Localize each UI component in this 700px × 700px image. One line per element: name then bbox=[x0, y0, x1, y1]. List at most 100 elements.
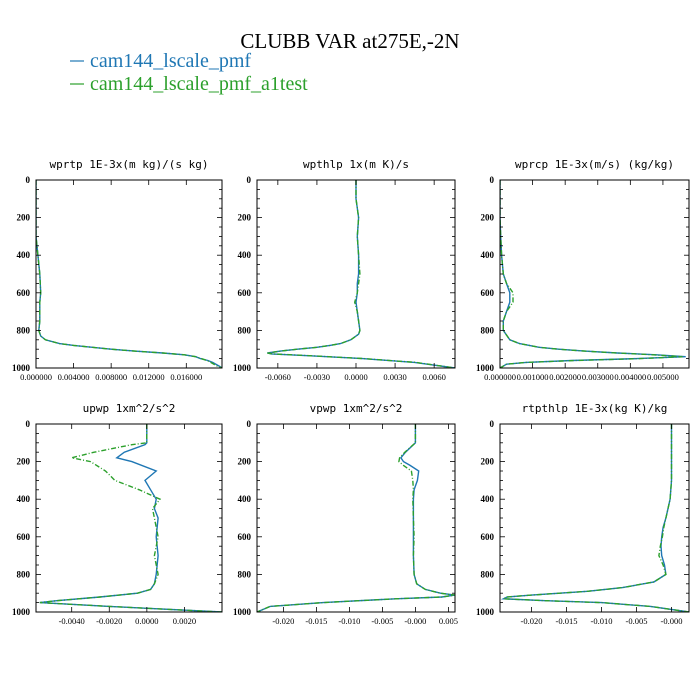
legend-label-series-1: cam144_lscale_pmf bbox=[90, 50, 251, 72]
x-tick-label: -0.000 bbox=[404, 616, 426, 626]
series-line-2 bbox=[500, 424, 689, 612]
x-tick-label: 0.016000 bbox=[170, 372, 202, 382]
plot-frame bbox=[35, 423, 223, 613]
panels: wprtp 1E-3x(m kg)/(s kg) 0 200 400 600 800 100… bbox=[12, 158, 690, 626]
y-tick-label: 800 bbox=[481, 325, 495, 335]
y-tick-label: 200 bbox=[238, 213, 252, 223]
panel-title: vpwp 1xm^2/s^2 bbox=[310, 402, 403, 415]
y-tick-label: 0 bbox=[247, 419, 252, 429]
y-tick-label: 1000 bbox=[12, 607, 31, 617]
y-tick-label: 1000 bbox=[12, 363, 31, 373]
series-line-1 bbox=[500, 180, 686, 368]
y-tick-label: 800 bbox=[238, 569, 252, 579]
y-tick-label: 600 bbox=[238, 288, 252, 298]
y-tick-label: 800 bbox=[17, 569, 31, 579]
y-tick-label: 1000 bbox=[233, 363, 252, 373]
panel-title: wpthlp 1x(m K)/s bbox=[303, 158, 409, 171]
x-tick-label: 0.003000 bbox=[582, 372, 614, 382]
x-tick-label: 0.0000 bbox=[135, 616, 158, 626]
x-tick-label: 0.004000 bbox=[614, 372, 646, 382]
x-tick-label: -0.005 bbox=[371, 616, 393, 626]
panel-1: wprtp 1E-3x(m kg)/(s kg) 0 200 400 600 800 100… bbox=[12, 158, 223, 382]
panel-5: vpwp 1xm^2/s^2 0 200 400 600 800 1000 -0.020 -0.… bbox=[233, 402, 458, 626]
plot-frame bbox=[256, 179, 456, 369]
x-tick-label: -0.0040 bbox=[59, 616, 85, 626]
panel-title: wprtp 1E-3x(m kg)/(s kg) bbox=[50, 158, 209, 171]
x-tick-label: -0.0060 bbox=[265, 372, 291, 382]
y-tick-label: 1000 bbox=[476, 363, 495, 373]
y-tick-label: 200 bbox=[238, 457, 252, 467]
x-tick-label: -0.020 bbox=[272, 616, 294, 626]
series-line-1 bbox=[36, 180, 222, 368]
series-line-2 bbox=[257, 424, 455, 612]
plot-frame bbox=[499, 179, 690, 369]
x-tick-label: -0.005 bbox=[626, 616, 648, 626]
y-tick-label: 200 bbox=[481, 457, 495, 467]
y-tick-label: 1000 bbox=[476, 607, 495, 617]
x-tick-label: 0.0000 bbox=[344, 372, 367, 382]
y-tick-label: 400 bbox=[17, 494, 31, 504]
x-tick-label: 0.001000 bbox=[517, 372, 549, 382]
y-tick-label: 400 bbox=[238, 250, 252, 260]
x-tick-label: -0.015 bbox=[305, 616, 327, 626]
plot-frame bbox=[499, 423, 690, 613]
x-tick-label: 0.012000 bbox=[133, 372, 165, 382]
x-tick-label: 0.0020 bbox=[173, 616, 196, 626]
y-tick-label: 0 bbox=[490, 175, 495, 185]
x-tick-label: 0.004000 bbox=[58, 372, 90, 382]
plot-frame bbox=[256, 423, 456, 613]
series-line-2 bbox=[36, 180, 222, 368]
panel-6: rtpthlp 1E-3x(kg K)/kg 0 200 400 600 800 1000 -… bbox=[476, 402, 690, 626]
x-tick-label: 0.0030 bbox=[383, 372, 406, 382]
series-line-1 bbox=[267, 180, 455, 368]
y-tick-label: 400 bbox=[238, 494, 252, 504]
x-tick-label: 0.000000 bbox=[484, 372, 516, 382]
y-tick-label: 600 bbox=[17, 532, 31, 542]
panel-2: wpthlp 1x(m K)/s 0 200 400 600 800 1000 -0.0060… bbox=[233, 158, 456, 382]
x-tick-label: 0.005000 bbox=[647, 372, 679, 382]
plot-frame bbox=[35, 179, 223, 369]
y-tick-label: 600 bbox=[17, 288, 31, 298]
x-tick-label: -0.015 bbox=[556, 616, 578, 626]
series-line-1 bbox=[257, 424, 455, 612]
x-tick-label: -0.0030 bbox=[304, 372, 330, 382]
x-tick-label: 0.000000 bbox=[20, 372, 52, 382]
figure-title: CLUBB VAR at275E,-2N bbox=[240, 29, 459, 53]
y-tick-label: 600 bbox=[481, 288, 495, 298]
series-line-1 bbox=[39, 424, 222, 612]
panel-title: wprcp 1E-3x(m/s) (kg/kg) bbox=[515, 158, 674, 171]
y-tick-label: 800 bbox=[238, 325, 252, 335]
x-tick-label: -0.0020 bbox=[96, 616, 122, 626]
x-tick-label: 0.008000 bbox=[95, 372, 127, 382]
y-tick-label: 400 bbox=[481, 250, 495, 260]
panel-4: upwp 1xm^2/s^2 0 200 400 600 800 1000 -0.0040 -0… bbox=[12, 402, 223, 626]
x-tick-label: 0.002000 bbox=[549, 372, 581, 382]
x-tick-label: -0.000 bbox=[661, 616, 683, 626]
y-tick-label: 200 bbox=[17, 457, 31, 467]
legend: cam144_lscale_pmf cam144_lscale_pmf_a1te… bbox=[70, 50, 308, 95]
x-tick-label: -0.010 bbox=[591, 616, 613, 626]
series-line-2 bbox=[39, 424, 222, 612]
panel-title: rtpthlp 1E-3x(kg K)/kg bbox=[522, 402, 668, 415]
y-tick-label: 200 bbox=[481, 213, 495, 223]
y-tick-label: 1000 bbox=[233, 607, 252, 617]
series-line-2 bbox=[500, 180, 683, 368]
legend-label-series-2: cam144_lscale_pmf_a1test bbox=[90, 73, 308, 95]
x-tick-label: 0.0060 bbox=[422, 372, 445, 382]
y-tick-label: 800 bbox=[481, 569, 495, 579]
y-tick-label: 600 bbox=[238, 532, 252, 542]
series-line-1 bbox=[500, 424, 689, 612]
x-tick-label: -0.010 bbox=[338, 616, 360, 626]
y-tick-label: 800 bbox=[17, 325, 31, 335]
panel-title: upwp 1xm^2/s^2 bbox=[83, 402, 176, 415]
x-tick-label: -0.020 bbox=[521, 616, 543, 626]
y-tick-label: 0 bbox=[247, 175, 252, 185]
y-tick-label: 600 bbox=[481, 532, 495, 542]
panel-3: wprcp 1E-3x(m/s) (kg/kg) 0 200 400 600 800 100… bbox=[476, 158, 690, 382]
x-tick-label: 0.005 bbox=[439, 616, 458, 626]
y-tick-label: 0 bbox=[26, 175, 31, 185]
series-line-2 bbox=[267, 180, 455, 368]
y-tick-label: 400 bbox=[17, 250, 31, 260]
y-tick-label: 400 bbox=[481, 494, 495, 504]
